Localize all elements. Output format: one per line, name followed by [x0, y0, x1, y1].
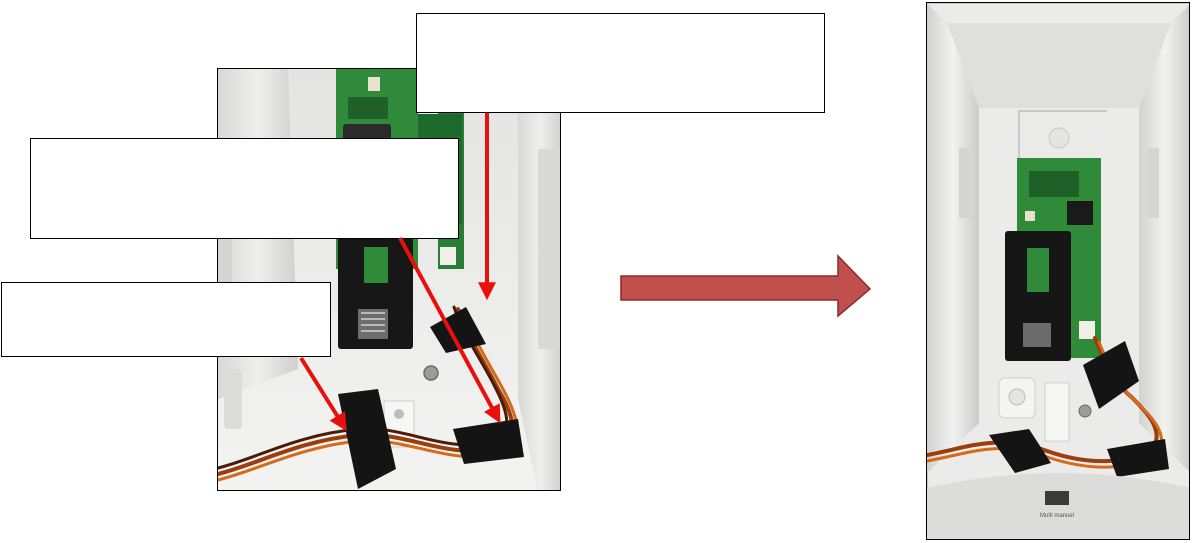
right-arrow-icon — [620, 254, 872, 318]
photo-housing-assembled: Multi manuel — [926, 2, 1190, 540]
housing-assembled-illustration: Multi manuel — [927, 3, 1189, 539]
electrical-tape — [338, 307, 524, 489]
callout-box-middle — [30, 138, 459, 239]
battery-holder — [1005, 231, 1071, 361]
qr-tag — [1045, 491, 1069, 505]
housing-left-wall — [927, 3, 979, 473]
battery-holder — [338, 237, 413, 349]
housing-right-wall — [1139, 5, 1189, 472]
callout-box-bottom — [1, 282, 331, 357]
pointer-arrow-bottom — [299, 356, 347, 432]
pointer-arrow-middle — [398, 237, 501, 424]
screw — [423, 365, 439, 381]
electrical-tape — [989, 341, 1169, 477]
tag-label: Multi manuel — [1040, 513, 1074, 519]
callout-box-top — [416, 13, 825, 113]
